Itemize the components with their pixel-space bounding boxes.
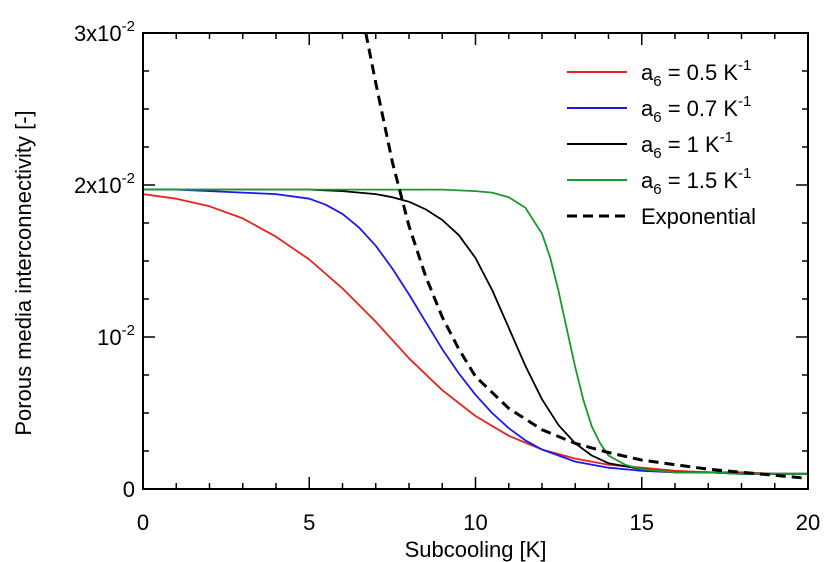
series-line-0 <box>142 193 808 475</box>
legend-label-4: Exponential <box>641 204 756 229</box>
x-tick-label: 15 <box>630 510 654 535</box>
series-layer <box>142 32 809 480</box>
legend-label-2: a6 = 1 K-1 <box>641 129 733 162</box>
y-axis-ticks: 0 10-2 2x10-2 3x10-2 <box>74 18 808 502</box>
series-line-3 <box>143 188 808 475</box>
x-axis-label: Subcooling [K] <box>405 537 547 562</box>
series-line-4 <box>364 32 809 480</box>
series-line-2 <box>143 188 808 475</box>
y-tick-label: 10-2 <box>97 322 135 350</box>
x-tick-label: 20 <box>796 510 820 535</box>
plot-frame <box>142 32 809 490</box>
legend-label-0: a6 = 0.5 K-1 <box>641 57 751 90</box>
y-tick-label: 2x10-2 <box>74 170 135 198</box>
x-axis-ticks: 0 5 10 15 20 <box>137 33 820 535</box>
y-axis-label: Porous media interconnectivity [-] <box>11 110 36 435</box>
legend-label-3: a6 = 1.5 K-1 <box>641 165 751 198</box>
legend-label-1: a6 = 0.7 K-1 <box>641 93 751 126</box>
x-tick-label: 5 <box>303 510 315 535</box>
series-line-1 <box>143 188 808 475</box>
y-tick-label: 0 <box>123 477 135 502</box>
x-tick-label: 0 <box>137 510 149 535</box>
x-tick-label: 10 <box>463 510 487 535</box>
legend: a6 = 0.5 K-1a6 = 0.7 K-1a6 = 1 K-1a6 = 1… <box>567 57 756 229</box>
y-tick-label: 3x10-2 <box>74 18 135 46</box>
